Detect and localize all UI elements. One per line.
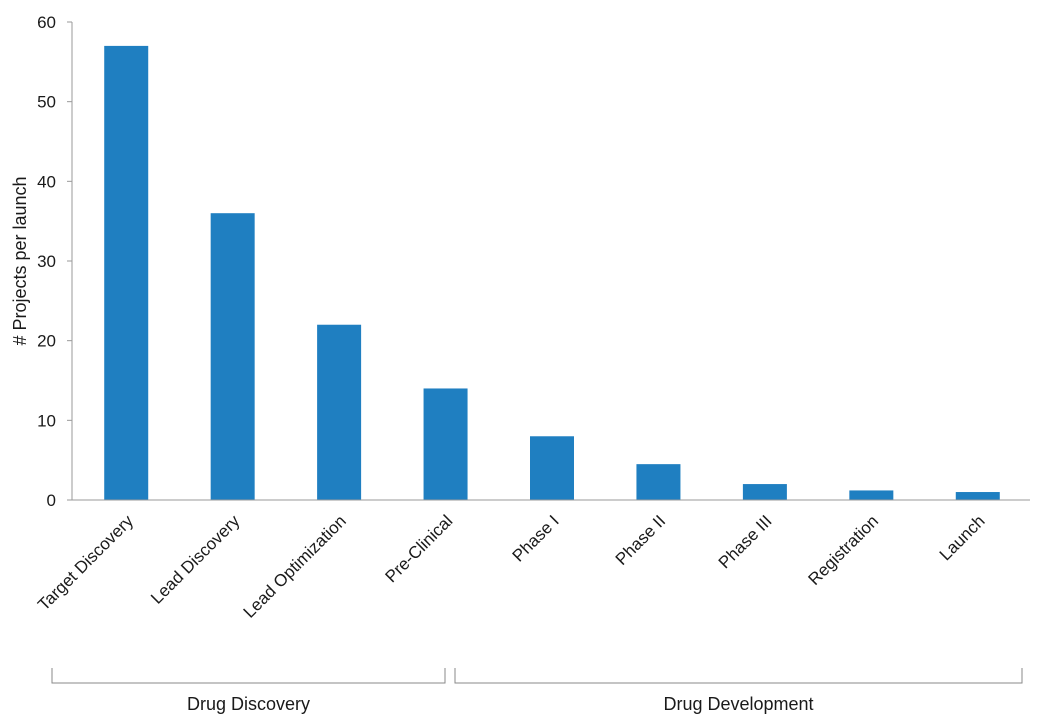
group-bracket [51, 668, 446, 684]
bar-lead-optimization [317, 324, 362, 500]
y-tick-label: 0 [47, 491, 56, 510]
bar-lead-discovery [210, 213, 255, 500]
bar-phase-i [530, 436, 574, 500]
y-axis-title: # Projects per launch [10, 176, 30, 345]
x-tick-label: Launch [936, 511, 989, 564]
y-tick-label: 20 [37, 332, 56, 351]
x-tick-label: Phase III [715, 511, 776, 572]
bar-launch [955, 492, 1000, 500]
bar-target-discovery [104, 45, 149, 501]
x-tick-label: Lead Discovery [147, 511, 244, 608]
bar-phase-iii [742, 484, 787, 500]
y-tick-label: 30 [37, 252, 56, 271]
group-label: Drug Discovery [187, 694, 310, 714]
y-tick-label: 10 [37, 411, 56, 430]
bar-registration [849, 490, 894, 500]
y-tick-label: 40 [37, 172, 56, 191]
x-tick-label: Pre-Clinical [381, 511, 456, 586]
bar-phase-ii [636, 464, 681, 500]
group-label: Drug Development [663, 694, 813, 714]
y-axis: 0 10 20 30 40 50 60 [37, 13, 73, 510]
bar-pre-clinical [423, 388, 468, 500]
bars [104, 45, 1000, 501]
group-bracket [454, 668, 1023, 684]
x-tick-label: Phase I [509, 511, 563, 565]
y-tick-label: 50 [37, 93, 56, 112]
category-groups: Drug Discovery Drug Development [51, 668, 1023, 714]
x-tick-label: Lead Optimization [240, 511, 350, 621]
x-tick-label: Target Discovery [34, 511, 137, 614]
x-tick-label: Phase II [612, 511, 670, 569]
y-tick-label: 60 [37, 13, 56, 32]
x-tick-label: Registration [805, 511, 883, 589]
